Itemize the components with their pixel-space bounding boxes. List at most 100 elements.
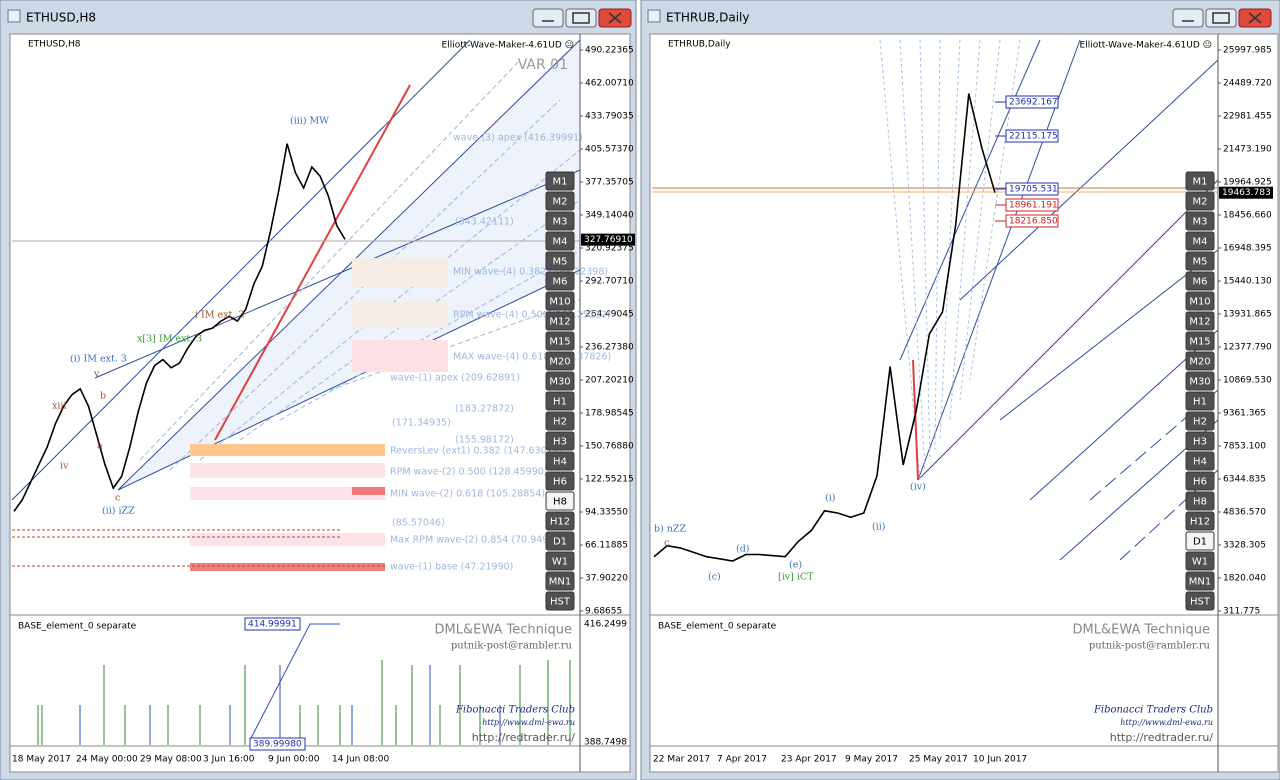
- timeframe-label[interactable]: M4: [1193, 237, 1208, 248]
- timeframe-label[interactable]: MN1: [549, 577, 571, 588]
- timeframe-label[interactable]: H8: [553, 497, 567, 508]
- timeframe-button[interactable]: [545, 391, 575, 411]
- timeframe-label[interactable]: M20: [1189, 357, 1210, 368]
- timeframe-button[interactable]: [545, 311, 575, 331]
- timeframe-label[interactable]: H1: [1193, 397, 1207, 408]
- timeframe-button[interactable]: [545, 531, 575, 551]
- timeframe-label[interactable]: M6: [1193, 277, 1208, 288]
- timeframe-label[interactable]: M12: [1189, 317, 1210, 328]
- timeframe-button[interactable]: [1185, 391, 1215, 411]
- timeframe-button[interactable]: [1185, 211, 1215, 231]
- timeframe-label[interactable]: M30: [1189, 377, 1210, 388]
- timeframe-button[interactable]: [545, 291, 575, 311]
- timeframe-label[interactable]: W1: [552, 557, 568, 568]
- timeframe-button[interactable]: [545, 451, 575, 471]
- timeframe-button[interactable]: [1185, 471, 1215, 491]
- level-value: 19705.531: [1009, 185, 1058, 195]
- timeframe-label[interactable]: H2: [553, 417, 567, 428]
- timeframe-label[interactable]: H4: [553, 457, 567, 468]
- timeframe-button[interactable]: [545, 351, 575, 371]
- date-label: 3 Jun 16:00: [203, 755, 255, 765]
- timeframe-label[interactable]: M12: [549, 317, 570, 328]
- timeframe-label[interactable]: H2: [1193, 417, 1207, 428]
- timeframe-label[interactable]: M5: [553, 257, 568, 268]
- timeframe-button[interactable]: [1185, 231, 1215, 251]
- timeframe-label[interactable]: M6: [553, 277, 568, 288]
- timeframe-button[interactable]: [1185, 351, 1215, 371]
- price-label: 122.55215: [585, 475, 634, 485]
- timeframe-label[interactable]: M2: [553, 197, 568, 208]
- price-label: 94.33550: [585, 508, 628, 518]
- timeframe-button[interactable]: [1185, 291, 1215, 311]
- timeframe-button[interactable]: [1185, 551, 1215, 571]
- timeframe-button[interactable]: [1185, 491, 1215, 511]
- timeframe-button[interactable]: [545, 431, 575, 451]
- timeframe-button[interactable]: [545, 231, 575, 251]
- minimize-button[interactable]: [1172, 8, 1204, 28]
- timeframe-button[interactable]: [1185, 531, 1215, 551]
- timeframe-label[interactable]: M3: [553, 217, 568, 228]
- price-label: 320.92375: [585, 244, 634, 254]
- timeframe-button[interactable]: [545, 211, 575, 231]
- timeframe-label[interactable]: H6: [553, 477, 567, 488]
- timeframe-button[interactable]: [545, 331, 575, 351]
- timeframe-button[interactable]: [545, 271, 575, 291]
- timeframe-button[interactable]: [545, 411, 575, 431]
- timeframe-label[interactable]: D1: [553, 537, 567, 548]
- timeframe-label[interactable]: H12: [550, 517, 570, 528]
- timeframe-label[interactable]: M20: [549, 357, 570, 368]
- timeframe-button[interactable]: [545, 571, 575, 591]
- timeframe-button[interactable]: [1185, 171, 1215, 191]
- timeframe-label[interactable]: M15: [1189, 337, 1210, 348]
- timeframe-button[interactable]: [1185, 371, 1215, 391]
- timeframe-label[interactable]: W1: [1192, 557, 1208, 568]
- timeframe-label[interactable]: H6: [1193, 477, 1207, 488]
- timeframe-label[interactable]: D1: [1193, 537, 1207, 548]
- timeframe-label[interactable]: H12: [1190, 517, 1210, 528]
- timeframe-label[interactable]: MN1: [1189, 577, 1211, 588]
- level-label: wave-(3) apex (416.39991): [453, 133, 583, 144]
- timeframe-label[interactable]: M10: [1189, 297, 1210, 308]
- timeframe-label[interactable]: M3: [1193, 217, 1208, 228]
- timeframe-label[interactable]: HST: [550, 597, 571, 608]
- timeframe-label[interactable]: M30: [549, 377, 570, 388]
- timeframe-button[interactable]: [545, 511, 575, 531]
- restore-button[interactable]: [565, 8, 597, 28]
- timeframe-label[interactable]: H3: [1193, 437, 1207, 448]
- timeframe-button[interactable]: [1185, 451, 1215, 471]
- timeframe-label[interactable]: M4: [553, 237, 568, 248]
- minimize-button[interactable]: [532, 8, 564, 28]
- timeframe-label[interactable]: M1: [1193, 177, 1208, 188]
- timeframe-label[interactable]: M2: [1193, 197, 1208, 208]
- restore-button[interactable]: [1205, 8, 1237, 28]
- timeframe-label[interactable]: H8: [1193, 497, 1207, 508]
- timeframe-button[interactable]: [1185, 571, 1215, 591]
- wave-label: c: [115, 493, 120, 504]
- timeframe-button[interactable]: [545, 551, 575, 571]
- timeframe-label[interactable]: M1: [553, 177, 568, 188]
- timeframe-button[interactable]: [1185, 331, 1215, 351]
- timeframe-button[interactable]: [545, 371, 575, 391]
- timeframe-button[interactable]: [1185, 411, 1215, 431]
- timeframe-label[interactable]: H3: [553, 437, 567, 448]
- timeframe-button[interactable]: [545, 591, 575, 611]
- timeframe-button[interactable]: [545, 171, 575, 191]
- timeframe-button[interactable]: [545, 191, 575, 211]
- timeframe-button[interactable]: [1185, 311, 1215, 331]
- timeframe-button[interactable]: [1185, 191, 1215, 211]
- timeframe-label[interactable]: H4: [1193, 457, 1207, 468]
- timeframe-button[interactable]: [545, 491, 575, 511]
- timeframe-label[interactable]: M10: [549, 297, 570, 308]
- price-label: 15440.130: [1223, 277, 1272, 287]
- timeframe-button[interactable]: [545, 251, 575, 271]
- timeframe-button[interactable]: [545, 471, 575, 491]
- timeframe-label[interactable]: HST: [1190, 597, 1211, 608]
- timeframe-button[interactable]: [1185, 591, 1215, 611]
- timeframe-label[interactable]: M5: [1193, 257, 1208, 268]
- timeframe-label[interactable]: H1: [553, 397, 567, 408]
- timeframe-label[interactable]: M15: [549, 337, 570, 348]
- timeframe-button[interactable]: [1185, 511, 1215, 531]
- timeframe-button[interactable]: [1185, 251, 1215, 271]
- timeframe-button[interactable]: [1185, 431, 1215, 451]
- timeframe-button[interactable]: [1185, 271, 1215, 291]
